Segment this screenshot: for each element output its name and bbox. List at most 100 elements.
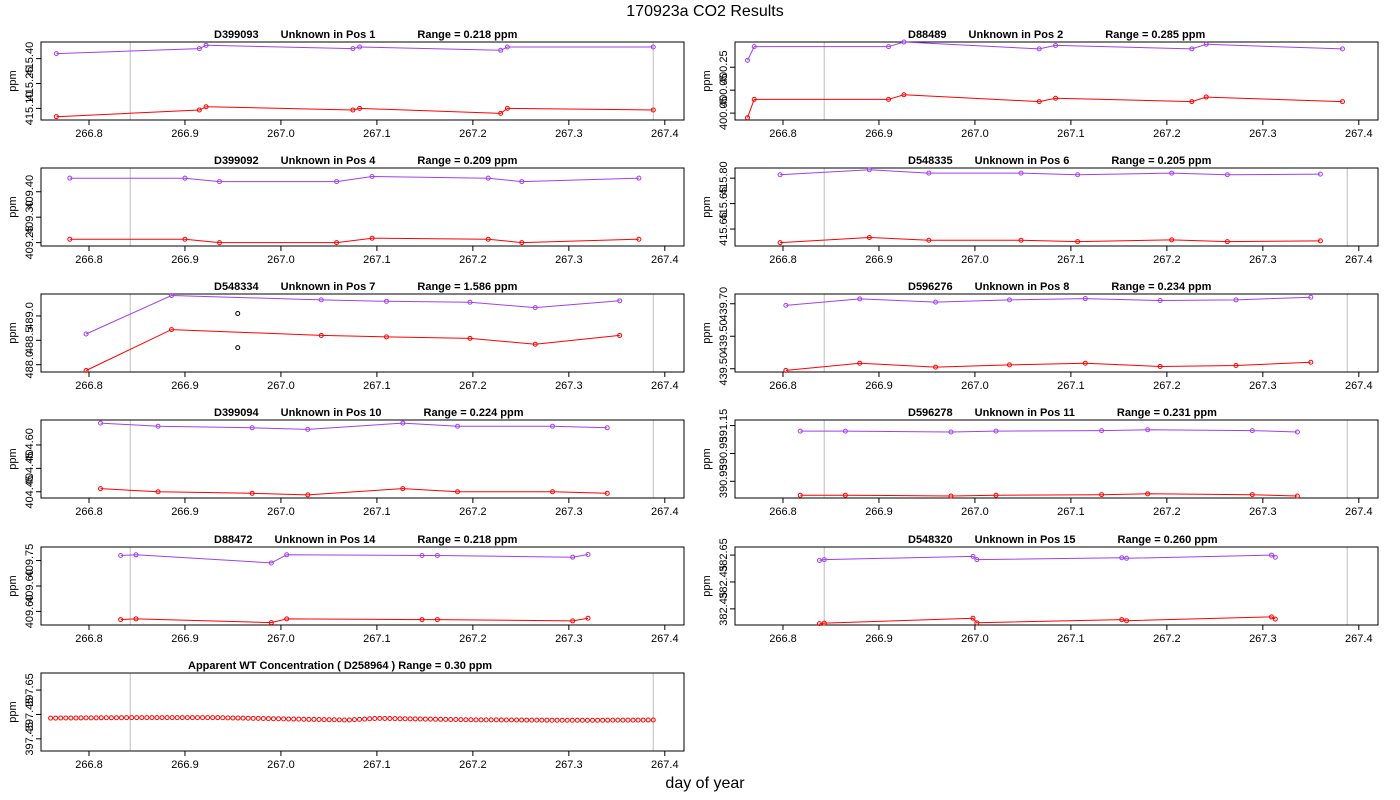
wt-point <box>635 717 641 723</box>
x-tick-label: 266.8 <box>769 633 797 645</box>
series-line <box>819 554 1276 561</box>
x-tick-label: 266.9 <box>865 633 893 645</box>
panel-tank-id: D88472 <box>214 534 253 546</box>
data-point <box>1082 296 1088 302</box>
plot-frame <box>734 419 1379 499</box>
y-tick-label: 404.60 <box>24 428 36 462</box>
panel-d596278: D596278 Unknown in Pos 11 Range = 0.231 pp… <box>701 407 1379 518</box>
data-point <box>1099 492 1105 498</box>
y-tick-label: 397.45 <box>24 698 36 732</box>
data-point <box>1272 554 1278 560</box>
y-tick-label: 391.15 <box>718 409 730 443</box>
x-tick-label: 267.2 <box>1153 254 1181 266</box>
wt-point <box>412 716 418 722</box>
panel-title: Apparent WT Concentration ( D258964 ) Ra… <box>188 660 492 672</box>
x-tick-label: 267.2 <box>1153 128 1181 140</box>
x-tick-label: 267.3 <box>555 506 583 518</box>
wt-point <box>539 717 545 723</box>
wt-point <box>139 715 145 721</box>
wt-point <box>164 715 170 721</box>
wt-point <box>534 717 540 723</box>
panel-position-label: Unknown in Pos 14 <box>275 534 377 546</box>
x-tick-label: 267.0 <box>267 128 295 140</box>
data-point <box>400 486 406 492</box>
data-point <box>821 620 827 626</box>
panel-tank-id: D399094 <box>214 407 260 419</box>
x-tick-label: 267.4 <box>651 633 679 645</box>
wt-point <box>600 717 606 723</box>
data-point <box>1294 493 1300 499</box>
series-line <box>120 554 589 564</box>
x-tick-label: 266.8 <box>75 380 103 392</box>
wt-point <box>387 716 393 722</box>
panel-tank-id: D596278 <box>908 407 953 419</box>
data-point <box>334 240 340 246</box>
y-axis-label: ppm <box>7 70 19 91</box>
wt-point <box>336 717 342 723</box>
x-tick-label: 266.8 <box>769 128 797 140</box>
x-tick-label: 266.9 <box>171 128 199 140</box>
panel-d399092: D399092 Unknown in Pos 4 Range = 0.209 ppm… <box>7 155 685 266</box>
wt-point <box>159 715 165 721</box>
data-point <box>1018 237 1024 243</box>
x-tick-label: 267.1 <box>1057 380 1085 392</box>
data-point <box>1157 298 1163 303</box>
wt-point <box>529 717 535 723</box>
data-point <box>933 299 939 305</box>
wt-point <box>483 717 489 723</box>
panel-tank-id: D548320 <box>908 534 953 546</box>
wt-point <box>108 715 114 721</box>
wt-point <box>463 717 469 723</box>
x-tick-label: 267.1 <box>1057 254 1085 266</box>
x-tick-label: 267.3 <box>1249 506 1277 518</box>
data-point <box>1124 555 1130 561</box>
data-point <box>926 170 932 176</box>
series-line <box>780 236 1321 244</box>
panel-position-label: Unknown in Pos 10 <box>281 407 382 419</box>
wt-point <box>103 715 109 721</box>
y-tick-label: 409.60 <box>24 595 36 629</box>
y-tick-label: 415.40 <box>24 42 36 76</box>
panel-tank-id: D88489 <box>908 29 947 41</box>
data-point <box>155 489 161 495</box>
wt-point <box>595 717 601 723</box>
wt-point <box>291 716 297 722</box>
data-point <box>1006 297 1012 303</box>
x-tick-label: 267.4 <box>651 380 679 392</box>
data-point <box>1006 362 1012 368</box>
data-point <box>1119 555 1125 561</box>
wt-point <box>189 715 195 721</box>
wt-point <box>113 715 119 721</box>
data-point <box>350 107 356 113</box>
plot-frame <box>40 167 685 247</box>
x-tick-label: 267.4 <box>1345 254 1373 266</box>
panel-position-label: Unknown in Pos 11 <box>975 407 1075 419</box>
data-point <box>948 429 954 435</box>
y-axis-label: ppm <box>7 701 19 722</box>
x-tick-label: 267.0 <box>961 380 989 392</box>
x-tick-label: 267.3 <box>555 380 583 392</box>
y-tick-label: 415.80 <box>718 161 730 195</box>
data-point <box>284 552 290 558</box>
panel-title: D548334 Unknown in Pos 7 Range = 1.586 ppm <box>214 281 518 293</box>
x-tick-label: 266.9 <box>865 128 893 140</box>
panel-d596276: D596276 Unknown in Pos 8 Range = 0.234 ppm… <box>701 281 1379 392</box>
plot-frame <box>40 41 685 121</box>
data-point <box>1249 492 1255 498</box>
series-line <box>747 41 1343 61</box>
wt-point <box>124 715 130 721</box>
wt-point <box>194 715 200 721</box>
panel-title: D399093 Unknown in Pos 1 Range = 0.218 ppm <box>214 29 518 41</box>
data-point <box>797 492 803 498</box>
wt-point <box>250 715 256 721</box>
panel-d399093: D399093 Unknown in Pos 1 Range = 0.218 ppm… <box>7 29 685 140</box>
data-point <box>1272 616 1278 622</box>
wt-point <box>524 717 530 723</box>
wt-point <box>468 717 474 723</box>
panel-range-text: Range = 0.218 ppm <box>417 29 517 41</box>
data-point <box>504 105 510 111</box>
x-tick-label: 266.8 <box>75 759 103 771</box>
wt-point <box>78 715 84 721</box>
panel-title: D596278 Unknown in Pos 11 Range = 0.231 pp… <box>908 407 1217 419</box>
data-point <box>133 552 139 558</box>
